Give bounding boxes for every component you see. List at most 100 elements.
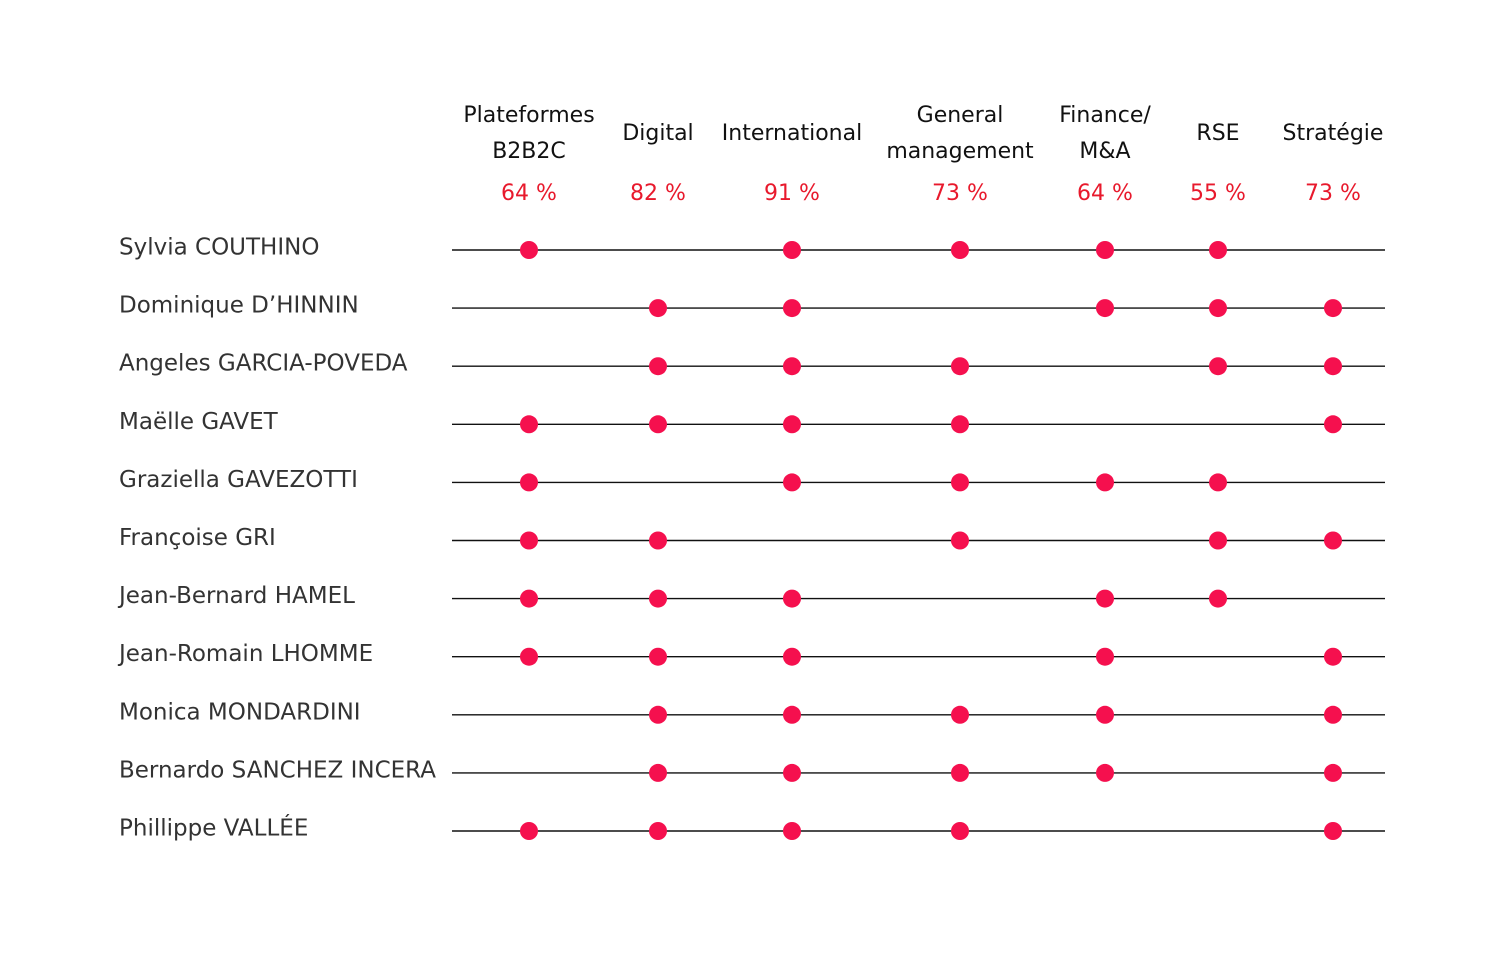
skill-dot — [649, 299, 667, 318]
skill-dot — [783, 473, 801, 492]
skill-dot — [783, 705, 801, 724]
skill-dot — [1096, 647, 1114, 666]
column-header-label: Finance/ — [1059, 103, 1151, 128]
column-percentage: 73 % — [932, 181, 988, 206]
director-name: Angeles GARCIA-POVEDA — [119, 351, 408, 377]
column-percentage: 55 % — [1190, 181, 1246, 206]
skill-dot — [649, 647, 667, 666]
skill-dot — [1324, 705, 1342, 724]
director-row: Sylvia COUTHINO — [119, 235, 1385, 261]
skill-dot — [783, 589, 801, 608]
skill-dot — [1209, 357, 1227, 376]
column-percentage: 91 % — [764, 181, 820, 206]
skill-dot — [520, 822, 538, 840]
director-name: Bernardo SANCHEZ INCERA — [119, 757, 436, 783]
skill-dot — [951, 822, 969, 840]
skill-dot — [649, 531, 667, 550]
skill-dot — [520, 531, 538, 550]
director-row: Monica MONDARDINI — [119, 699, 1385, 725]
director-name: Dominique D’HINNIN — [119, 293, 359, 319]
skill-dot — [649, 763, 667, 782]
director-row: Phillippe VALLÉE — [119, 814, 1385, 842]
skill-dot — [951, 473, 969, 492]
skill-dot — [1209, 473, 1227, 492]
skill-dot — [951, 415, 969, 434]
director-row: Bernardo SANCHEZ INCERA — [119, 757, 1385, 783]
skill-dot — [1209, 299, 1227, 318]
column-header: Digital 82 % — [622, 121, 693, 206]
skill-dot — [1096, 299, 1114, 318]
skill-dot — [649, 822, 667, 840]
skill-dot — [649, 705, 667, 724]
skill-dot — [951, 531, 969, 550]
column-header: General management 73 % — [886, 103, 1034, 206]
column-header-label: RSE — [1196, 121, 1239, 146]
director-name: Sylvia COUTHINO — [119, 235, 319, 261]
skill-dot — [1324, 763, 1342, 782]
skill-dot — [1209, 531, 1227, 550]
column-header-label: Stratégie — [1283, 121, 1384, 146]
director-name: Jean-Bernard HAMEL — [117, 583, 355, 609]
director-row: Françoise GRI — [119, 525, 1385, 551]
director-row: Jean-Romain LHOMME — [117, 641, 1385, 667]
skill-dot — [783, 763, 801, 782]
director-row: Graziella GAVEZOTTI — [119, 467, 1385, 493]
column-header-label: management — [886, 139, 1034, 164]
skill-dot — [1096, 589, 1114, 608]
skill-dot — [649, 415, 667, 434]
skill-dot — [783, 647, 801, 666]
director-name: Monica MONDARDINI — [119, 699, 361, 725]
column-header-label: Digital — [622, 121, 693, 146]
column-header: Stratégie 73 % — [1283, 121, 1384, 206]
skill-dot — [1209, 241, 1227, 259]
column-header: RSE 55 % — [1190, 121, 1246, 206]
skill-dot — [951, 241, 969, 259]
column-percentage: 64 % — [501, 181, 557, 206]
director-row: Dominique D’HINNIN — [119, 293, 1385, 319]
skill-dot — [1096, 241, 1114, 259]
skill-dot — [1324, 822, 1342, 840]
column-percentage: 82 % — [630, 181, 686, 206]
skill-dot — [1209, 589, 1227, 608]
director-name: Maëlle GAVET — [119, 409, 279, 435]
director-name: Françoise GRI — [119, 525, 276, 551]
skill-dot — [520, 473, 538, 492]
column-header: Plateformes B2B2C 64 % — [463, 103, 594, 206]
director-name: Phillippe VALLÉE — [119, 814, 308, 842]
skill-dot — [1324, 299, 1342, 318]
skill-dot — [783, 415, 801, 434]
skill-dot — [1324, 647, 1342, 666]
skill-dot — [783, 822, 801, 840]
skill-dot — [1324, 415, 1342, 434]
column-header-label: International — [722, 121, 862, 146]
skill-dot — [783, 299, 801, 318]
column-header-label: General — [917, 103, 1004, 128]
skill-dot — [1324, 531, 1342, 550]
column-header-label: M&A — [1079, 139, 1130, 164]
column-header: Finance/M&A 64 % — [1059, 103, 1151, 206]
skill-dot — [783, 357, 801, 376]
skill-dot — [520, 647, 538, 666]
skill-dot — [1324, 357, 1342, 376]
skill-dot — [520, 241, 538, 259]
skill-dot — [1096, 763, 1114, 782]
skill-dot — [649, 357, 667, 376]
column-headers: Plateformes B2B2C 64 % Digital 82 % Internati… — [463, 103, 1383, 206]
skill-dot — [520, 415, 538, 434]
director-rows: Sylvia COUTHINO Dominique D’HINNIN Angeles… — [117, 235, 1385, 842]
column-percentage: 64 % — [1077, 181, 1133, 206]
column-percentage: 73 % — [1305, 181, 1361, 206]
director-row: Maëlle GAVET — [119, 409, 1385, 435]
skill-dot — [783, 241, 801, 259]
skill-dot — [520, 589, 538, 608]
director-row: Jean-Bernard HAMEL — [117, 583, 1385, 609]
skill-dot — [649, 589, 667, 608]
column-header-label: Plateformes — [463, 103, 594, 128]
skill-dot — [1096, 705, 1114, 724]
skill-dot — [1096, 473, 1114, 492]
skill-dot — [951, 357, 969, 376]
director-name: Graziella GAVEZOTTI — [119, 467, 358, 493]
director-row: Angeles GARCIA-POVEDA — [119, 351, 1385, 377]
director-name: Jean-Romain LHOMME — [117, 641, 373, 667]
